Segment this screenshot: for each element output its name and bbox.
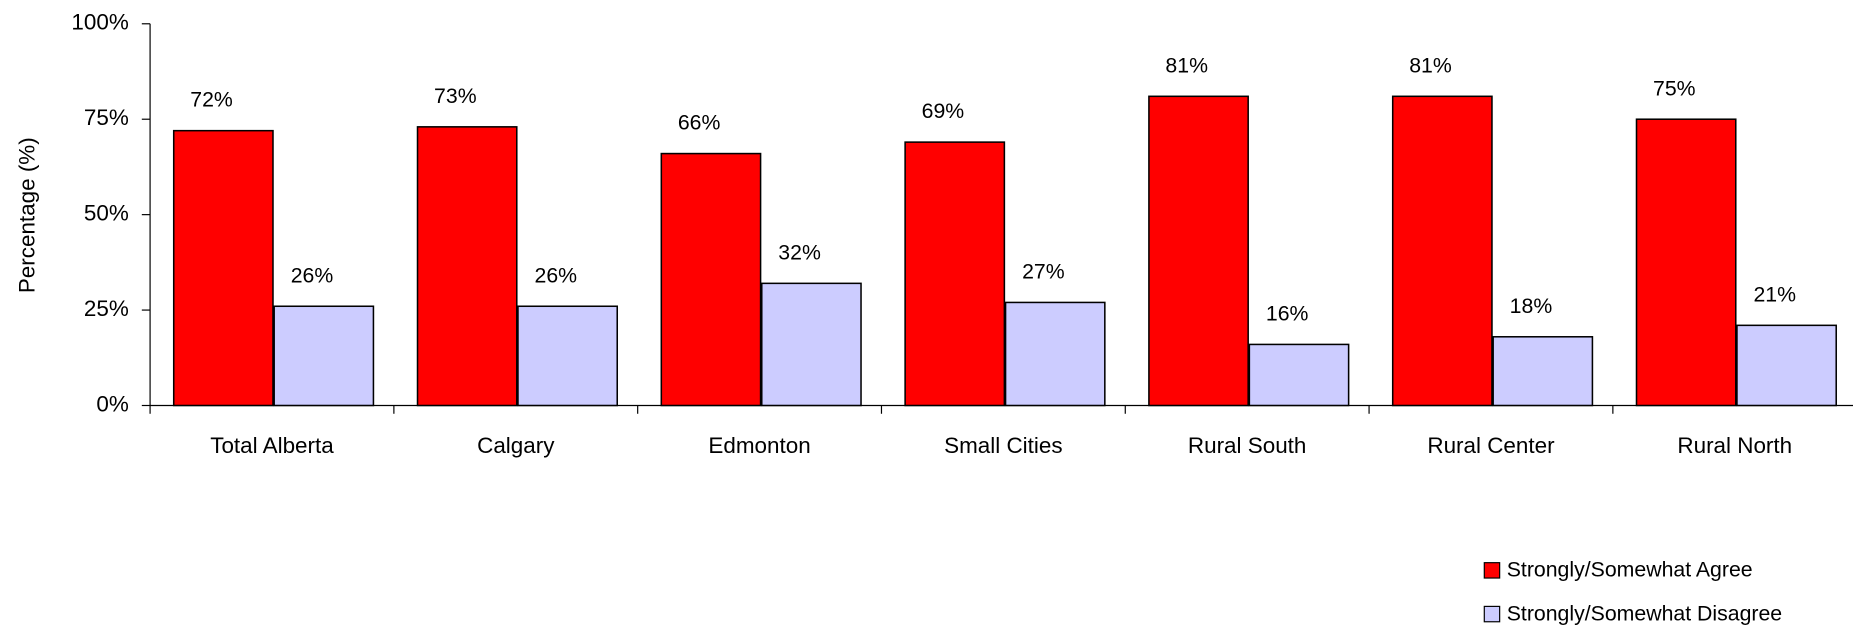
bar [273,305,375,407]
bar [1148,95,1249,407]
x-tick-label: Edmonton [708,433,810,458]
value-label: 32% [778,240,821,264]
x-tick-label: Calgary [477,433,555,458]
value-label: 16% [1266,302,1309,326]
x-tick-label: Rural North [1677,433,1792,458]
value-label: 72% [190,88,233,112]
legend-label: Strongly/Somewhat Agree [1507,558,1753,582]
bar [517,305,619,407]
x-tick-label: Rural South [1188,433,1306,458]
value-label: 27% [1022,260,1065,284]
y-tick-label: 50% [84,201,129,226]
legend-swatch [1483,562,1501,579]
y-axis-label: Percentage (%) [14,137,39,293]
value-label: 18% [1510,294,1553,318]
x-tick-label: Small Cities [944,433,1062,458]
value-label: 26% [535,263,578,287]
bar [660,152,762,407]
y-tick-label: 0% [96,391,128,416]
legend-label: Strongly/Somewhat Disagree [1507,601,1782,625]
value-label: 81% [1165,53,1208,77]
value-label: 73% [434,84,477,108]
bar [760,282,862,407]
value-label: 21% [1753,282,1796,306]
bar [1248,343,1350,407]
y-tick-label: 100% [71,10,128,35]
value-label: 75% [1653,76,1696,100]
legend-swatch [1483,605,1501,623]
x-tick-label: Rural Center [1427,433,1555,458]
value-label: 26% [291,263,334,287]
bar [416,126,518,407]
value-label: 66% [678,111,721,135]
bar [1736,324,1837,407]
bar [172,129,274,407]
y-tick-label: 25% [84,296,129,321]
bar [1004,301,1106,407]
bar [1391,95,1493,407]
value-label: 81% [1409,53,1452,77]
y-tick-label: 75% [84,105,129,130]
bar [904,141,1006,407]
x-tick-label: Total Alberta [210,433,334,458]
bar [1492,336,1594,407]
bar [1635,118,1737,407]
value-label: 69% [922,99,965,123]
